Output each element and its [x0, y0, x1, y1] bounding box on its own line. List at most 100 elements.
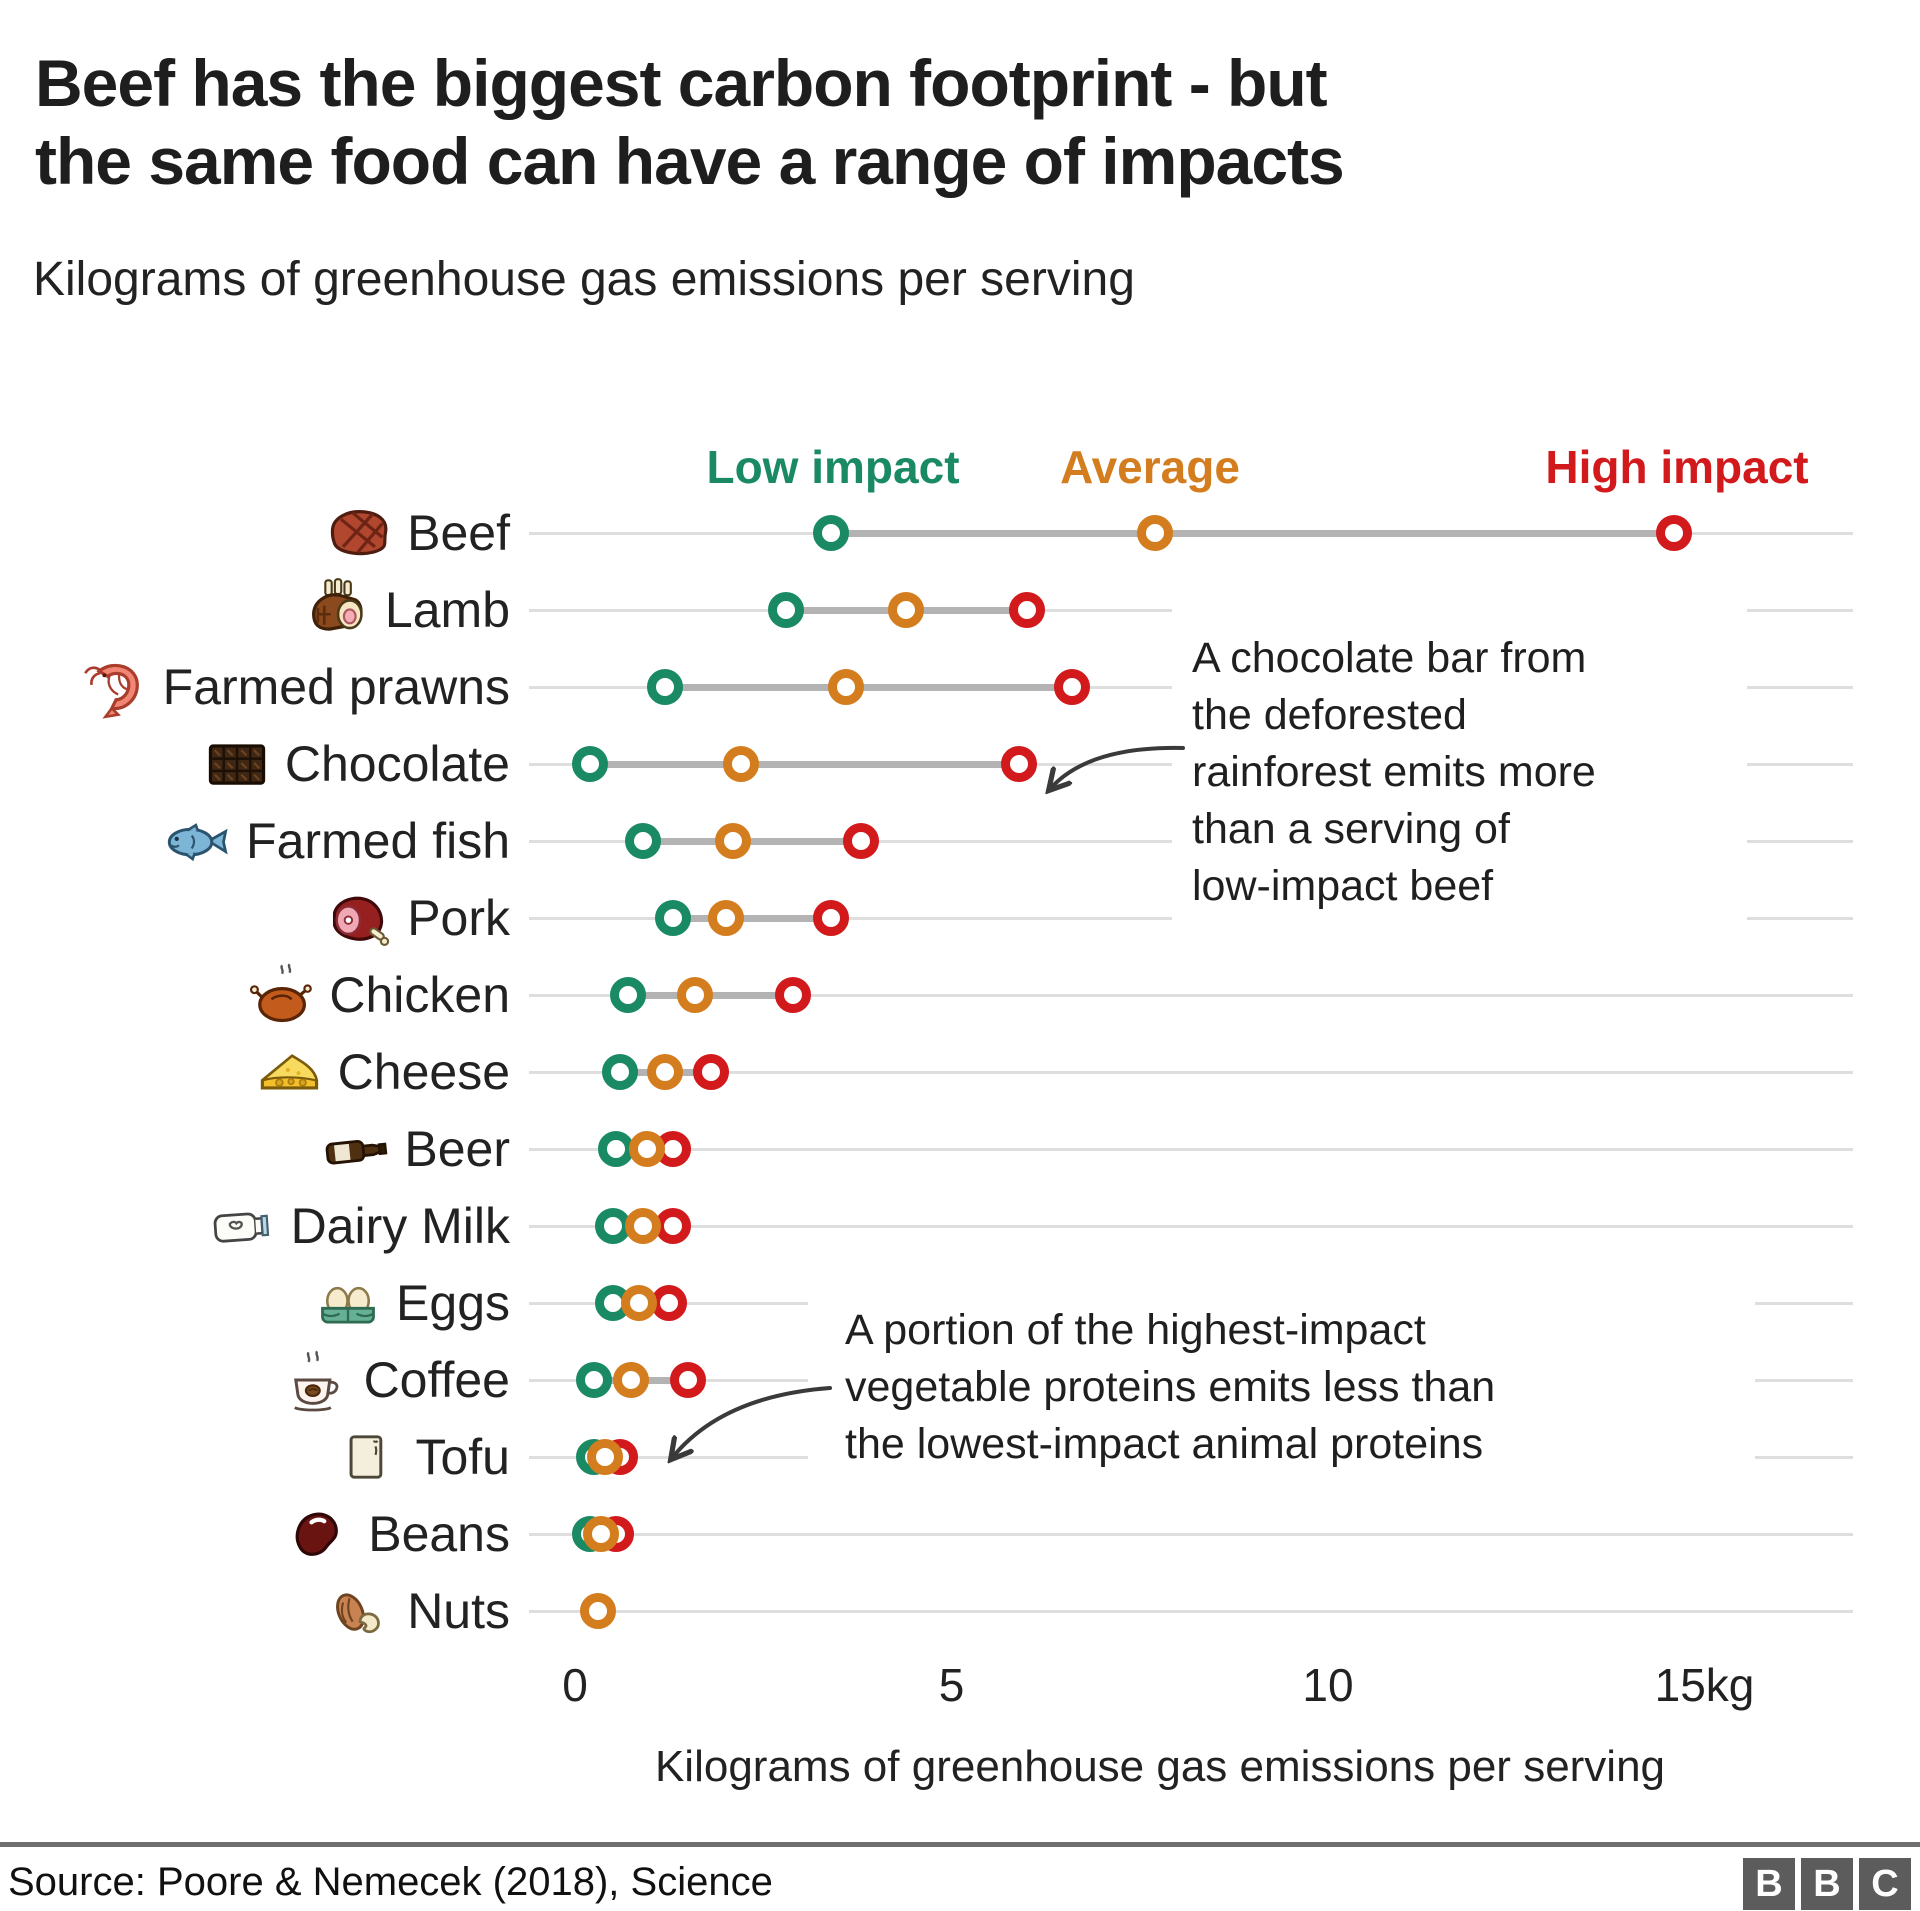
farmed-prawns-low-dot [647, 669, 684, 705]
row-label-text-dairy-milk: Dairy Milk [290, 1198, 510, 1254]
x-axis-title: Kilograms of greenhouse gas emissions pe… [654, 1742, 1666, 1791]
row-label-text-farmed-prawns: Farmed prawns [162, 659, 510, 715]
annotation-chocolate-note-line-1: A chocolate bar from [1192, 634, 1587, 682]
source-credit: Source: Poore & Nemecek (2018), Science [8, 1860, 773, 1904]
pork-low-dot [654, 900, 691, 936]
row-label-cheese: Cheese [256, 1036, 510, 1108]
beer-bottle-icon [322, 1115, 390, 1183]
row-label-tofu: Tofu [333, 1421, 510, 1493]
nuts-icon [325, 1577, 393, 1645]
farmed-fish-low-dot [624, 823, 661, 859]
row-label-nuts: Nuts [325, 1575, 510, 1647]
range-bar-beef [831, 530, 1675, 537]
arrow-to-tofu-dots [672, 1386, 832, 1458]
gridline-cheese [529, 1071, 1853, 1074]
bbc-logo-letter: C [1871, 1862, 1899, 1905]
row-label-text-beans: Beans [368, 1506, 510, 1562]
prawn-icon [81, 653, 149, 721]
farmed-prawns-average-dot [828, 669, 865, 705]
annotation-vegetable-note-line-1: A portion of the highest-impact [845, 1306, 1426, 1354]
annotation-vegetable-note: A portion of the highest-impact vegetable… [808, 1288, 1755, 1490]
roast-chicken-icon [247, 961, 315, 1029]
row-label-farmed-prawns: Farmed prawns [81, 651, 510, 723]
x-tick-10: 10 [1302, 1659, 1354, 1711]
page-title-line-2: the same food can have a range of impact… [35, 124, 1345, 198]
chocolate-high-dot [1001, 746, 1038, 782]
row-label-dairy-milk: Dairy Milk [209, 1190, 510, 1262]
annotation-chocolate-note: A chocolate bar from the deforested rainfo… [1172, 598, 1747, 958]
gridline-dairy-milk [529, 1225, 1853, 1228]
annotation-chocolate-note-line-3: rainforest emits more [1192, 748, 1596, 796]
beef-high-dot [1656, 515, 1693, 551]
bbc-logo-block-2: B [1801, 1858, 1853, 1910]
chicken-average-dot [677, 977, 714, 1013]
row-label-farmed-fish: Farmed fish [164, 805, 510, 877]
range-bar-farmed-fish [642, 838, 862, 845]
arrow-to-chocolate-high-dot [1050, 745, 1185, 789]
row-label-text-coffee: Coffee [363, 1352, 510, 1408]
ham-icon [325, 884, 393, 952]
row-label-beans: Beans [286, 1498, 510, 1570]
cheese-icon [256, 1038, 324, 1106]
chicken-low-dot [609, 977, 646, 1013]
lamb-chop-icon [303, 576, 371, 644]
beef-average-dot [1136, 515, 1173, 551]
footer-divider [0, 1842, 1920, 1847]
chocolate-bar-icon [203, 730, 271, 798]
pork-average-dot [707, 900, 744, 936]
fish-icon [164, 807, 232, 875]
beef-low-dot [813, 515, 850, 551]
row-label-pork: Pork [325, 882, 510, 954]
range-bar-chocolate [590, 761, 1020, 768]
bbc-logo-letter: B [1755, 1862, 1783, 1905]
row-label-text-nuts: Nuts [407, 1583, 510, 1639]
row-label-beef: Beef [325, 497, 510, 569]
steak-icon [325, 499, 393, 567]
bean-icon [286, 1500, 354, 1568]
cheese-average-dot [647, 1054, 684, 1090]
coffee-high-dot [669, 1362, 706, 1398]
cheese-high-dot [692, 1054, 729, 1090]
chocolate-average-dot [722, 746, 759, 782]
x-tick-5: 5 [938, 1659, 965, 1711]
page-title-line-1: Beef has the biggest carbon footprint - … [35, 46, 1328, 120]
chicken-high-dot [775, 977, 812, 1013]
row-label-eggs: Eggs [314, 1267, 510, 1339]
row-label-beer: Beer [322, 1113, 510, 1185]
eggs-icon [314, 1269, 382, 1337]
cheese-low-dot [602, 1054, 639, 1090]
row-label-text-farmed-fish: Farmed fish [246, 813, 510, 869]
tofu-average-dot [587, 1439, 624, 1475]
row-label-text-beer: Beer [404, 1121, 510, 1177]
lamb-average-dot [888, 592, 925, 628]
coffee-average-dot [613, 1362, 650, 1398]
gridline-beer [529, 1148, 1853, 1151]
x-tick-0: 0 [562, 1659, 588, 1711]
farmed-fish-average-dot [715, 823, 752, 859]
row-label-text-cheese: Cheese [337, 1044, 510, 1100]
eggs-average-dot [621, 1285, 657, 1321]
range-bar-farmed-prawns [665, 684, 1072, 691]
farmed-prawns-high-dot [1053, 669, 1090, 705]
row-label-lamb: Lamb [303, 574, 510, 646]
annotation-chocolate-note-line-2: the deforested [1192, 691, 1467, 739]
row-label-chocolate: Chocolate [203, 728, 510, 800]
farmed-fish-high-dot [843, 823, 880, 859]
gridline-nuts [529, 1610, 1853, 1613]
dairy-milk-average-dot [624, 1208, 661, 1244]
row-label-text-lamb: Lamb [384, 582, 510, 638]
beer-average-dot [628, 1131, 665, 1167]
nuts-average-dot [579, 1593, 616, 1629]
coffee-low-dot [575, 1362, 612, 1398]
annotation-chocolate-note-line-5: low-impact beef [1192, 862, 1494, 910]
range-bar-pork [672, 915, 831, 922]
row-label-text-chocolate: Chocolate [284, 736, 510, 792]
coffee-cup-icon [282, 1346, 350, 1414]
row-label-text-eggs: Eggs [396, 1275, 510, 1331]
legend-average: Average [1060, 441, 1240, 493]
legend-low: Low impact [706, 441, 960, 493]
x-tick-15: 15kg [1654, 1659, 1755, 1711]
row-label-text-tofu: Tofu [415, 1429, 510, 1485]
annotation-chocolate-note-line-4: than a serving of [1192, 805, 1510, 853]
